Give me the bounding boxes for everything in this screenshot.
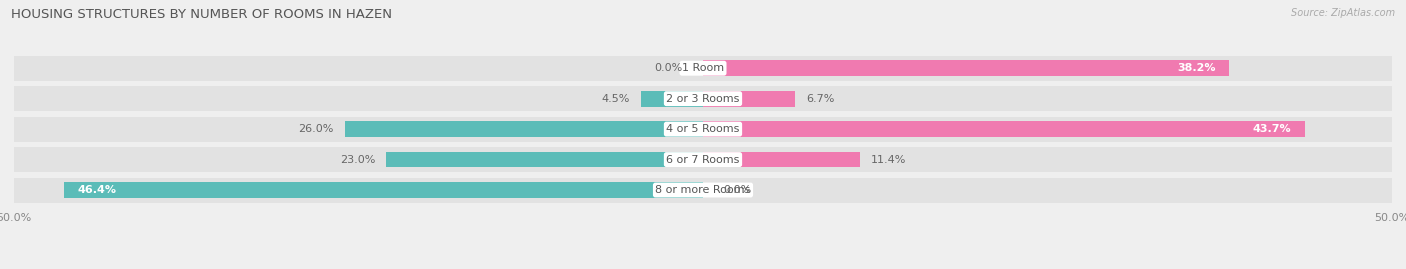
Bar	[14, 117, 1392, 141]
Bar	[344, 121, 703, 137]
Bar	[703, 91, 796, 107]
Text: 11.4%: 11.4%	[872, 155, 907, 165]
Text: 26.0%: 26.0%	[298, 124, 333, 134]
Text: 1 Room: 1 Room	[682, 63, 724, 73]
Bar	[14, 147, 1392, 172]
Bar	[14, 86, 1392, 111]
Bar	[63, 182, 703, 198]
Text: 2 or 3 Rooms: 2 or 3 Rooms	[666, 94, 740, 104]
Text: 0.0%: 0.0%	[724, 185, 752, 195]
Text: 4 or 5 Rooms: 4 or 5 Rooms	[666, 124, 740, 134]
Bar	[703, 152, 860, 168]
Bar	[387, 152, 703, 168]
Text: 8 or more Rooms: 8 or more Rooms	[655, 185, 751, 195]
Bar	[14, 178, 1392, 203]
Text: 6 or 7 Rooms: 6 or 7 Rooms	[666, 155, 740, 165]
Text: Source: ZipAtlas.com: Source: ZipAtlas.com	[1291, 8, 1395, 18]
Text: 46.4%: 46.4%	[77, 185, 117, 195]
Text: 43.7%: 43.7%	[1253, 124, 1291, 134]
Bar	[703, 121, 1305, 137]
Text: HOUSING STRUCTURES BY NUMBER OF ROOMS IN HAZEN: HOUSING STRUCTURES BY NUMBER OF ROOMS IN…	[11, 8, 392, 21]
Text: 0.0%: 0.0%	[654, 63, 682, 73]
Text: 6.7%: 6.7%	[807, 94, 835, 104]
Bar	[703, 60, 1229, 76]
Text: 38.2%: 38.2%	[1177, 63, 1216, 73]
Bar	[641, 91, 703, 107]
Text: 4.5%: 4.5%	[602, 94, 630, 104]
Text: 23.0%: 23.0%	[340, 155, 375, 165]
Bar	[14, 56, 1392, 81]
